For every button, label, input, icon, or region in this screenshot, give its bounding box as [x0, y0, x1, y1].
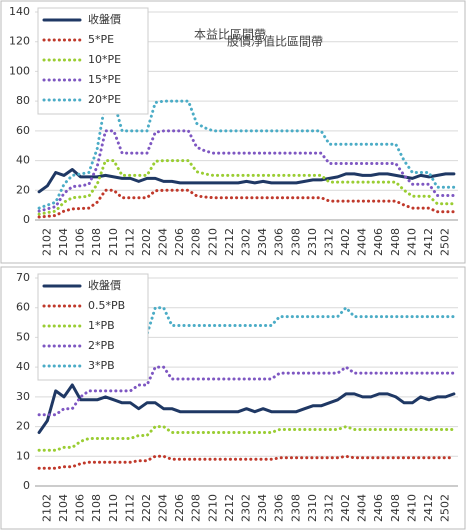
x-tick-label: 2406	[372, 494, 385, 522]
x-tick-label: 2306	[273, 228, 286, 256]
series-line	[37, 168, 456, 194]
x-tick-label: 2306	[273, 494, 286, 522]
x-tick-label: 2104	[57, 228, 70, 256]
x-tick-label: 2106	[74, 494, 87, 522]
series-line	[37, 188, 456, 219]
y-tick-label: 70	[16, 271, 30, 284]
x-tick-label: 2212	[223, 494, 236, 522]
x-tick-label: 2204	[157, 228, 170, 256]
x-tick-label: 2310	[306, 494, 319, 522]
x-tick-label: 2102	[40, 228, 53, 256]
x-tick-label: 2206	[173, 494, 186, 522]
y-tick-label: 20	[16, 420, 30, 433]
x-tick-label: 2412	[422, 228, 435, 256]
legend-label: 15*PE	[88, 73, 121, 86]
series-line	[37, 159, 456, 216]
x-tick-label: 2412	[422, 494, 435, 522]
x-tick-label: 2312	[322, 494, 335, 522]
y-tick-label: 50	[16, 330, 30, 343]
y-tick-label: 40	[16, 360, 30, 373]
x-tick-label: 2204	[157, 494, 170, 522]
x-tick-label: 2110	[107, 228, 120, 256]
x-tick-label: 2108	[90, 228, 103, 256]
legend-label: 收盤價	[88, 12, 121, 26]
x-tick-label: 2304	[256, 494, 269, 522]
legend-box	[37, 273, 149, 381]
x-tick-label: 2502	[439, 494, 452, 522]
x-tick-label: 2112	[123, 494, 136, 522]
x-tick-label: 2102	[40, 494, 53, 522]
y-tick-label: 30	[16, 390, 30, 403]
y-tick-label: 100	[9, 64, 30, 77]
x-tick-label: 2112	[123, 228, 136, 256]
series-line	[37, 454, 456, 470]
x-tick-label: 2206	[173, 228, 186, 256]
y-tick-label: 0	[23, 213, 30, 226]
legend-box	[37, 7, 149, 115]
legend-label: 1*PB	[88, 319, 115, 332]
y-tick-label: 60	[16, 124, 30, 137]
x-tick-label: 2310	[306, 228, 319, 256]
y-tick-label: 140	[9, 5, 30, 18]
legend-label: 2*PB	[88, 339, 115, 352]
chart-title: 本益比區間帶	[194, 28, 266, 42]
legend-label: 5*PE	[88, 33, 114, 46]
y-tick-label: 10	[16, 449, 30, 462]
series-line	[37, 383, 456, 434]
legend-label: 10*PE	[88, 53, 121, 66]
y-tick-label: 60	[16, 301, 30, 314]
y-tick-label: 120	[9, 35, 30, 48]
x-tick-label: 2308	[289, 228, 302, 256]
x-tick-label: 2408	[389, 494, 402, 522]
x-tick-label: 2402	[339, 228, 352, 256]
x-tick-label: 2212	[223, 228, 236, 256]
x-tick-label: 2202	[140, 228, 153, 256]
y-tick-label: 80	[16, 94, 30, 107]
x-tick-label: 2404	[356, 494, 369, 522]
x-tick-label: 2208	[190, 228, 203, 256]
x-tick-label: 2210	[206, 494, 219, 522]
x-tick-label: 2404	[356, 228, 369, 256]
series-line	[37, 425, 456, 452]
x-tick-label: 2410	[405, 228, 418, 256]
x-tick-label: 2202	[140, 494, 153, 522]
legend-label: 20*PE	[88, 93, 121, 106]
x-tick-label: 2110	[107, 494, 120, 522]
legend-label: 3*PB	[88, 359, 115, 372]
y-tick-label: 20	[16, 183, 30, 196]
y-tick-label: 40	[16, 154, 30, 167]
x-tick-label: 2106	[74, 228, 87, 256]
x-tick-label: 2408	[389, 228, 402, 256]
x-tick-label: 2302	[240, 494, 253, 522]
x-tick-label: 2406	[372, 228, 385, 256]
legend-label: 0.5*PB	[88, 299, 125, 312]
y-tick-label: 0	[23, 479, 30, 492]
x-tick-label: 2210	[206, 228, 219, 256]
x-tick-label: 2308	[289, 494, 302, 522]
x-tick-label: 2502	[439, 228, 452, 256]
legend-label: 收盤價	[88, 278, 121, 292]
x-tick-label: 2302	[240, 228, 253, 256]
x-tick-label: 2104	[57, 494, 70, 522]
x-tick-label: 2304	[256, 228, 269, 256]
x-tick-label: 2108	[90, 494, 103, 522]
x-tick-label: 2410	[405, 494, 418, 522]
x-tick-label: 2402	[339, 494, 352, 522]
chart-title: 股價淨值比區間帶	[227, 34, 323, 49]
x-tick-label: 2208	[190, 494, 203, 522]
x-tick-label: 2312	[322, 228, 335, 256]
